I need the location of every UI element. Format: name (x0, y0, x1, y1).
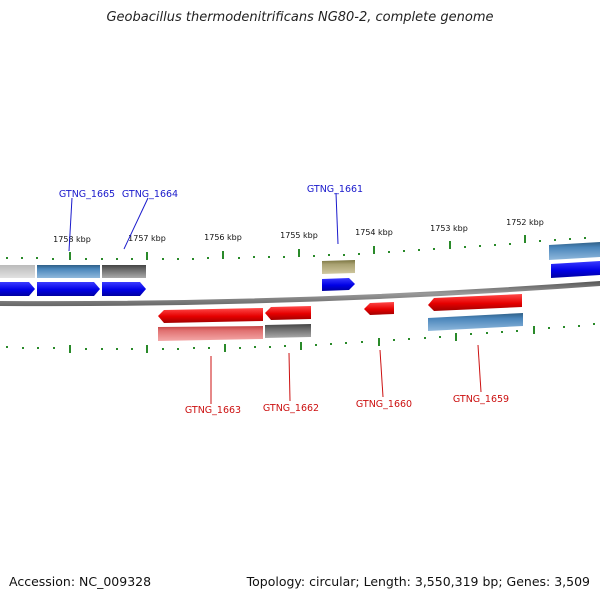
gene-cog-block[interactable] (102, 265, 146, 278)
scale-label: 1753 kbp (430, 224, 468, 233)
scale-label: 1752 kbp (506, 218, 544, 227)
scale-tick-major (69, 345, 71, 353)
gene-arrow-reverse[interactable] (265, 306, 311, 320)
scale-tick-major (146, 252, 148, 260)
scale-label: 1757 kbp (128, 234, 166, 243)
genes-reverse (158, 294, 522, 323)
gene-cog-block[interactable] (0, 265, 35, 278)
gene-arrow-reverse[interactable] (158, 308, 263, 323)
leader-line (68, 197, 73, 252)
genome-backbone (0, 281, 600, 307)
leader-line (379, 349, 384, 398)
scale-tick-major (524, 235, 526, 243)
gene-label-bottom[interactable]: GTNG_1660 (356, 399, 412, 410)
leader-line (477, 344, 482, 393)
gene-arrow-forward[interactable] (551, 261, 600, 278)
gene-cog-block[interactable] (549, 242, 600, 260)
scale-track-bottom (6, 323, 595, 353)
gene-label-top[interactable]: GTNG_1664 (122, 189, 178, 200)
scale-label: 1755 kbp (280, 231, 318, 240)
gene-arrow-forward[interactable] (0, 282, 35, 296)
label-leaders (68, 192, 482, 404)
cog-track-forward (0, 242, 600, 278)
gene-arrow-reverse[interactable] (364, 302, 394, 315)
cog-track-reverse (158, 313, 523, 341)
genes-forward (0, 261, 600, 296)
gene-cog-block[interactable] (158, 326, 263, 341)
genome-title: Geobacillus thermodenitrificans NG80-2, … (106, 10, 494, 25)
leader-line (335, 192, 339, 245)
accession-text: Accession: NC_009328 (9, 574, 152, 589)
gene-label-bottom[interactable]: GTNG_1659 (453, 394, 509, 405)
gene-cog-block[interactable] (265, 324, 311, 338)
gene-cog-block[interactable] (322, 260, 355, 274)
scale-label: 1758 kbp (53, 235, 91, 244)
scale-tick-major (298, 249, 300, 257)
gene-cog-block[interactable] (37, 265, 100, 278)
leader-line (123, 197, 149, 250)
scale-label: 1754 kbp (355, 228, 393, 237)
gene-label-bottom[interactable]: GTNG_1662 (263, 403, 319, 414)
scale-tick-major (69, 252, 71, 260)
scale-tick-major (300, 342, 302, 350)
scale-tick-major (449, 241, 451, 249)
gene-arrow-forward[interactable] (322, 278, 355, 291)
leader-line (288, 352, 291, 402)
scale-track-top (6, 235, 586, 260)
gene-arrow-forward[interactable] (102, 282, 146, 296)
scale-tick-major (373, 246, 375, 254)
scale-label: 1756 kbp (204, 233, 242, 242)
gene-labels: GTNG_1665 GTNG_1664 GTNG_1661 GTNG_1663 … (59, 184, 509, 416)
scale-tick-major (455, 333, 457, 341)
gene-label-top[interactable]: GTNG_1665 (59, 189, 115, 200)
scale-tick-major (222, 251, 224, 259)
gene-label-bottom[interactable]: GTNG_1663 (185, 405, 241, 416)
scale-tick-major (378, 338, 380, 346)
gene-cog-block[interactable] (428, 313, 523, 331)
scale-tick-major (533, 326, 535, 334)
scale-tick-major (146, 345, 148, 353)
gene-arrow-reverse[interactable] (428, 294, 522, 311)
gene-arrow-forward[interactable] (37, 282, 100, 296)
scale-tick-major (224, 344, 226, 352)
genome-summary-text: Topology: circular; Length: 3,550,319 bp… (246, 574, 590, 589)
gene-label-top[interactable]: GTNG_1661 (307, 184, 363, 195)
scale-labels: 1758 kbp 1757 kbp 1756 kbp 1755 kbp 1754… (53, 218, 544, 244)
